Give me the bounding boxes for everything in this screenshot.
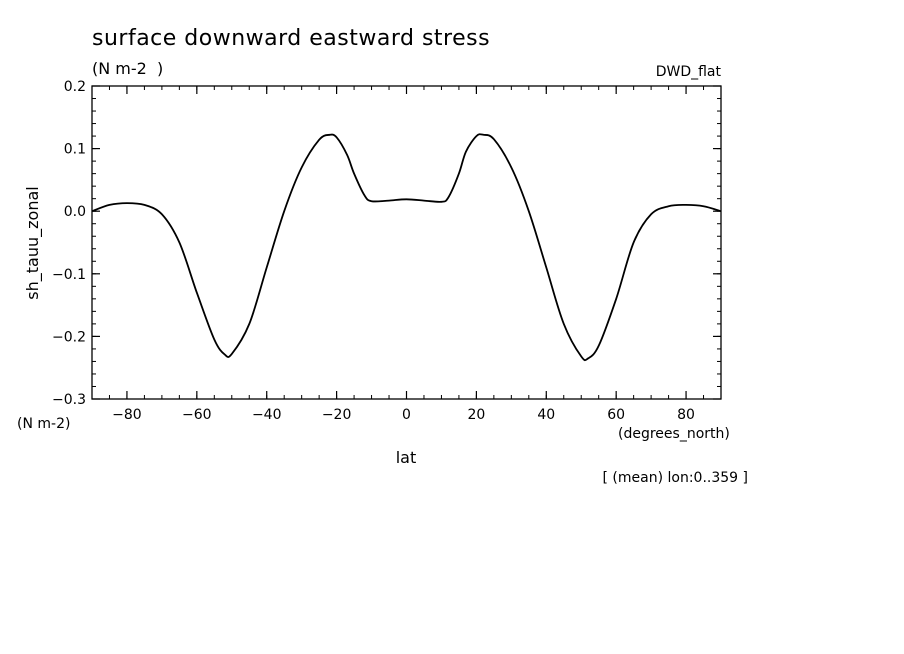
x-tick-label: 40 xyxy=(537,407,555,423)
plot-frame xyxy=(91,85,722,400)
x-tick-label: 0 xyxy=(402,407,411,423)
x-tick-label: 60 xyxy=(607,407,625,423)
x-tick-label: −60 xyxy=(182,407,212,423)
y-tick-label: −0.1 xyxy=(52,267,86,283)
y-axis-units: (N m-2) xyxy=(17,416,70,432)
y-axis: −0.3 −0.2 −0.1 0.0 0.1 0.2 xyxy=(52,79,721,408)
series-line xyxy=(91,133,722,362)
chart-title: surface downward eastward stress xyxy=(92,26,490,51)
x-axis-label: lat xyxy=(396,448,417,467)
chart-subtitle: (N m-2 ) xyxy=(92,59,163,78)
x-tick-label: −40 xyxy=(252,407,282,423)
x-tick-label: −20 xyxy=(322,407,352,423)
x-tick-label: −80 xyxy=(112,407,142,423)
footnote: [ (mean) lon:0..359 ] xyxy=(603,470,748,486)
y-tick-label: 0.1 xyxy=(64,142,86,158)
y-tick-label: 0.0 xyxy=(64,204,86,220)
y-axis-label: sh_tauu_zonal xyxy=(23,186,43,299)
x-axis: −80 −60 −40 −20 0 20 40 60 80 xyxy=(112,86,695,423)
x-tick-label: 20 xyxy=(467,407,485,423)
minor-ticks xyxy=(91,85,722,400)
x-axis-units: (degrees_north) xyxy=(618,426,730,442)
y-tick-label: −0.3 xyxy=(52,392,86,408)
dataset-label: DWD_flat xyxy=(656,64,722,80)
x-tick-label: 80 xyxy=(677,407,695,423)
plot-area: −80 −60 −40 −20 0 20 40 60 80 −0.3 −0.2 −0.1 0.0 0.1… xyxy=(52,79,722,423)
y-tick-label: −0.2 xyxy=(52,329,86,345)
y-tick-label: 0.2 xyxy=(64,79,86,95)
